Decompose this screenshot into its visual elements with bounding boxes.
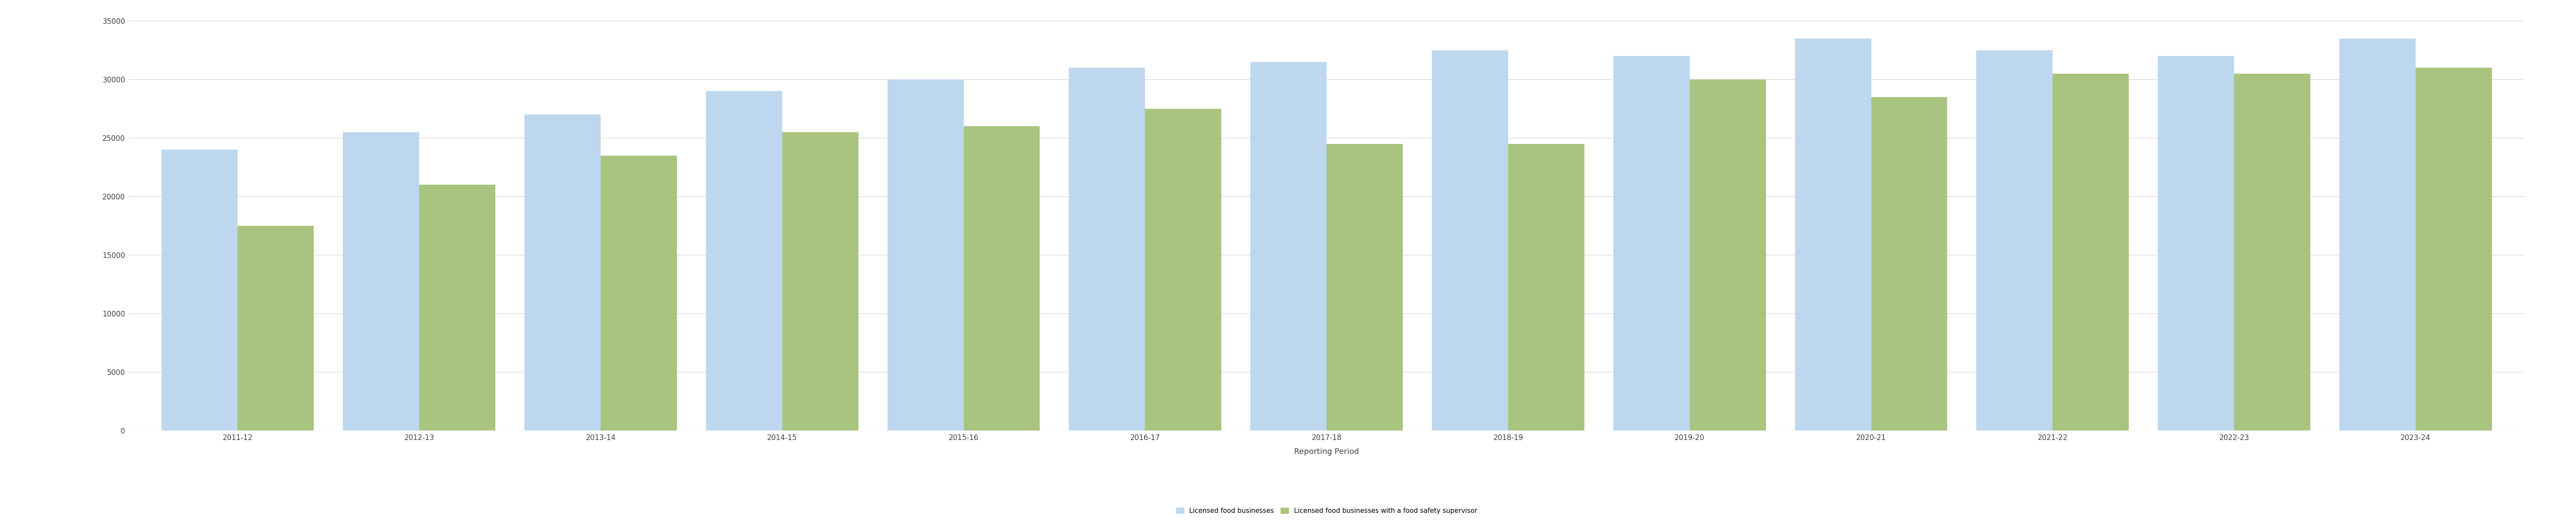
- Bar: [1069, 68, 1146, 430]
- Bar: [1976, 50, 2053, 430]
- Bar: [1249, 62, 1327, 430]
- Bar: [783, 132, 858, 430]
- Bar: [343, 132, 420, 430]
- Bar: [2053, 74, 2128, 430]
- Bar: [1327, 144, 1404, 430]
- Bar: [886, 79, 963, 430]
- Bar: [1432, 50, 1507, 430]
- X-axis label: Reporting Period: Reporting Period: [1293, 448, 1360, 456]
- Bar: [162, 150, 237, 430]
- Bar: [706, 91, 783, 430]
- Bar: [1146, 109, 1221, 430]
- Bar: [237, 226, 314, 430]
- Bar: [2159, 56, 2233, 430]
- Bar: [1870, 97, 1947, 430]
- Bar: [1795, 38, 1870, 430]
- Bar: [2416, 68, 2491, 430]
- Legend: Licensed food businesses, Licensed food businesses with a food safety supervisor: Licensed food businesses, Licensed food …: [1172, 504, 1481, 517]
- Bar: [963, 127, 1041, 430]
- Bar: [1507, 144, 1584, 430]
- Bar: [526, 114, 600, 430]
- Bar: [2233, 74, 2311, 430]
- Bar: [1613, 56, 1690, 430]
- Bar: [420, 185, 495, 430]
- Bar: [2339, 38, 2416, 430]
- Bar: [600, 155, 677, 430]
- Bar: [1690, 79, 1767, 430]
